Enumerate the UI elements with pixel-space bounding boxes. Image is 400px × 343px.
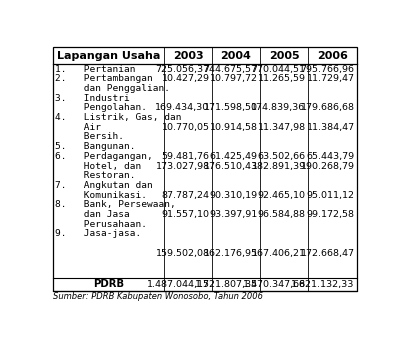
Text: Pengolahan.: Pengolahan. — [56, 103, 148, 113]
Text: 795.766,96: 795.766,96 — [300, 64, 354, 74]
Text: 1.   Pertanian: 1. Pertanian — [56, 64, 136, 74]
Text: 167.406,21: 167.406,21 — [252, 249, 306, 258]
Text: 90.310,19: 90.310,19 — [210, 191, 258, 200]
Text: Restoran.: Restoran. — [56, 171, 136, 180]
Text: 179.686,68: 179.686,68 — [300, 103, 354, 113]
Text: 10.427,29: 10.427,29 — [162, 74, 210, 83]
Text: 87.787,24: 87.787,24 — [162, 191, 210, 200]
Text: Hotel, dan: Hotel, dan — [56, 162, 142, 170]
Text: 172.668,47: 172.668,47 — [300, 249, 354, 258]
Text: 4.   Listrik, Gas, dan: 4. Listrik, Gas, dan — [56, 113, 182, 122]
Text: 176.510,43: 176.510,43 — [204, 162, 258, 170]
Text: 173.027,98: 173.027,98 — [156, 162, 210, 170]
Text: 744.675,57: 744.675,57 — [204, 64, 258, 74]
Text: 159.502,08: 159.502,08 — [156, 249, 210, 258]
Text: 7.   Angkutan dan: 7. Angkutan dan — [56, 181, 153, 190]
Text: 1.487.044,17: 1.487.044,17 — [147, 280, 210, 289]
Text: 2.   Pertambangan: 2. Pertambangan — [56, 74, 153, 83]
Text: 1.570.347,68: 1.570.347,68 — [242, 280, 306, 289]
Text: 10.770,05: 10.770,05 — [162, 123, 210, 132]
Text: 99.172,58: 99.172,58 — [306, 210, 354, 219]
Text: 169.434,30: 169.434,30 — [156, 103, 210, 113]
Text: 96.584,88: 96.584,88 — [258, 210, 306, 219]
Text: 11.347,98: 11.347,98 — [258, 123, 306, 132]
Text: 10.914,58: 10.914,58 — [210, 123, 258, 132]
Text: 9.   Jasa-jasa.: 9. Jasa-jasa. — [56, 229, 142, 238]
Text: dan Penggalian.: dan Penggalian. — [56, 84, 170, 93]
Text: 93.397,91: 93.397,91 — [210, 210, 258, 219]
Text: 725.056,37: 725.056,37 — [156, 64, 210, 74]
Text: 770.044,51: 770.044,51 — [252, 64, 306, 74]
Text: Lapangan Usaha: Lapangan Usaha — [57, 51, 160, 61]
Text: 63.502,66: 63.502,66 — [258, 152, 306, 161]
Text: 11.384,47: 11.384,47 — [306, 123, 354, 132]
Text: 182.891,39: 182.891,39 — [252, 162, 306, 170]
Text: 95.011,12: 95.011,12 — [306, 191, 354, 200]
Text: Air: Air — [56, 123, 102, 132]
Text: 2005: 2005 — [269, 51, 299, 61]
Text: 5.   Bangunan.: 5. Bangunan. — [56, 142, 136, 151]
Text: 8.   Bank, Persewaan,: 8. Bank, Persewaan, — [56, 200, 176, 209]
Text: dan Jasa: dan Jasa — [56, 210, 130, 219]
Text: Perusahaan.: Perusahaan. — [56, 220, 148, 229]
Text: 171.598,50: 171.598,50 — [204, 103, 258, 113]
Text: 1.521.807,34: 1.521.807,34 — [194, 280, 258, 289]
Text: 174.839,36: 174.839,36 — [252, 103, 306, 113]
Text: Sumber: PDRB Kabupaten Wonosobo, Tahun 2006: Sumber: PDRB Kabupaten Wonosobo, Tahun 2… — [53, 292, 263, 301]
Text: 11.729,47: 11.729,47 — [306, 74, 354, 83]
Text: 2006: 2006 — [317, 51, 348, 61]
Text: 162.176,95: 162.176,95 — [204, 249, 258, 258]
Text: 11.265,59: 11.265,59 — [258, 74, 306, 83]
Text: 61.425,49: 61.425,49 — [210, 152, 258, 161]
Text: Komunikasi.: Komunikasi. — [56, 191, 148, 200]
Text: 10.797,72: 10.797,72 — [210, 74, 258, 83]
Text: 2004: 2004 — [220, 51, 252, 61]
Text: 190.268,79: 190.268,79 — [300, 162, 354, 170]
Text: 1.621.132,33: 1.621.132,33 — [291, 280, 354, 289]
Text: 65.443,79: 65.443,79 — [306, 152, 354, 161]
Text: Bersih.: Bersih. — [56, 132, 124, 141]
Text: 91.557,10: 91.557,10 — [162, 210, 210, 219]
Text: 2003: 2003 — [173, 51, 203, 61]
Text: 92.465,10: 92.465,10 — [258, 191, 306, 200]
Text: 59.481,76: 59.481,76 — [162, 152, 210, 161]
Text: 6.   Perdagangan,: 6. Perdagangan, — [56, 152, 153, 161]
Text: 3.   Industri: 3. Industri — [56, 94, 130, 103]
Text: PDRB: PDRB — [93, 280, 124, 289]
